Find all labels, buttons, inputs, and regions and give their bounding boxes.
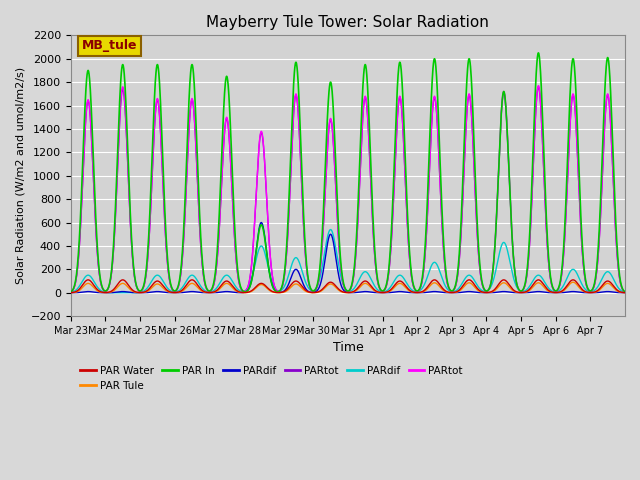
- Title: Mayberry Tule Tower: Solar Radiation: Mayberry Tule Tower: Solar Radiation: [207, 15, 490, 30]
- X-axis label: Time: Time: [333, 341, 364, 354]
- Text: MB_tule: MB_tule: [82, 39, 138, 52]
- Y-axis label: Solar Radiation (W/m2 and umol/m2/s): Solar Radiation (W/m2 and umol/m2/s): [15, 67, 25, 284]
- Legend: PAR Water, PAR Tule, PAR In, PARdif, PARtot, PARdif, PARtot: PAR Water, PAR Tule, PAR In, PARdif, PAR…: [76, 361, 467, 395]
